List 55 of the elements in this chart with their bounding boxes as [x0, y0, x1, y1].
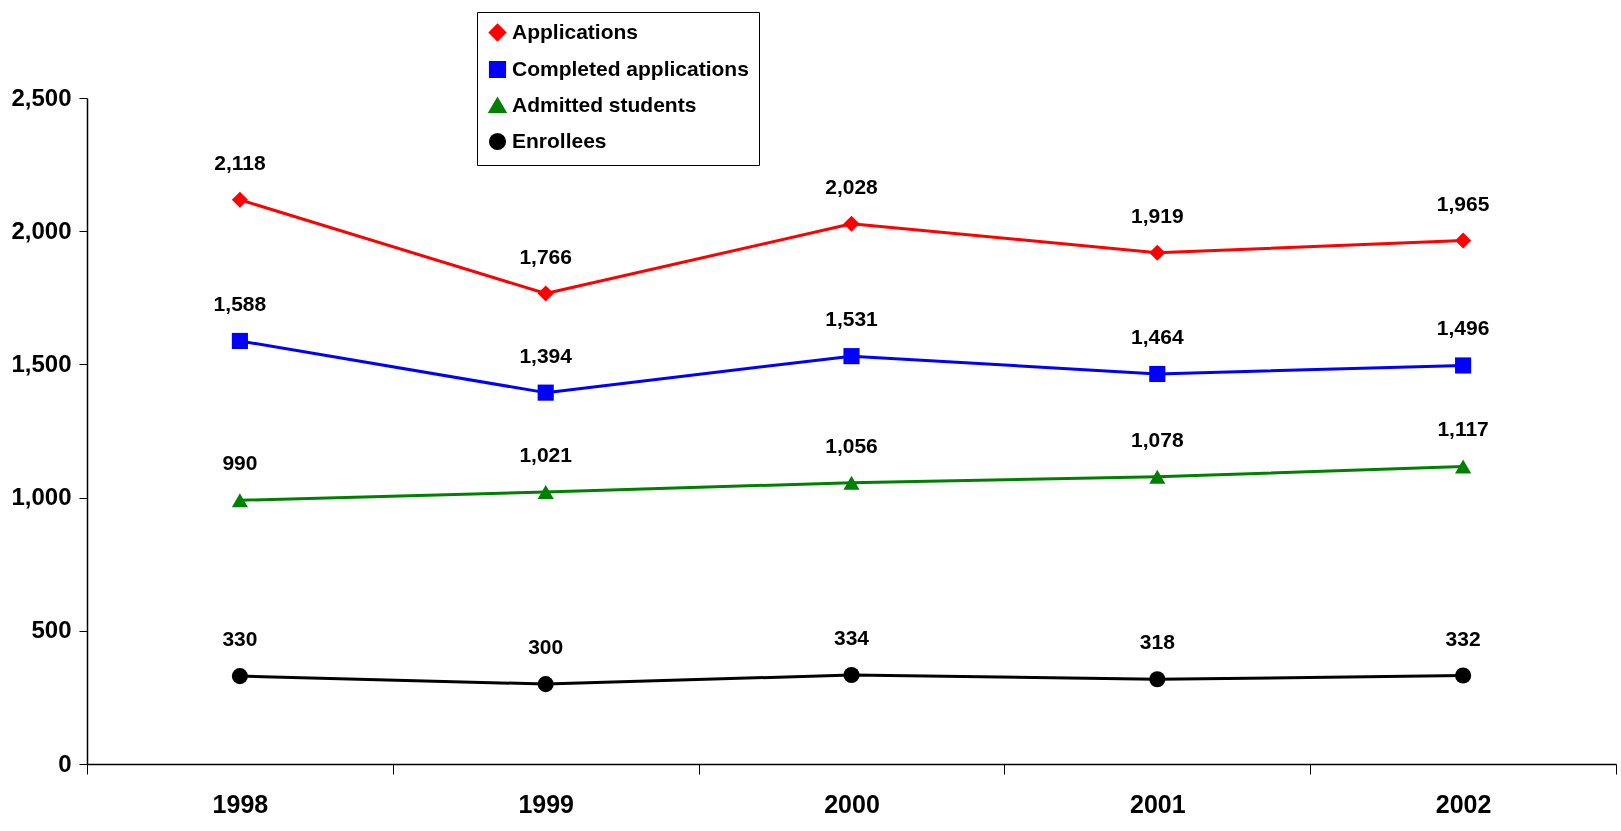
y-tick-label: 0	[58, 749, 72, 777]
point	[843, 475, 860, 490]
data-label: 1,919	[1131, 203, 1184, 227]
point	[231, 191, 248, 208]
data-label: 318	[1139, 630, 1176, 654]
point	[1149, 365, 1166, 383]
data-label: 332	[1445, 626, 1481, 650]
point	[537, 384, 554, 401]
point	[231, 668, 248, 685]
x-tick-label: 2002	[1435, 789, 1492, 818]
y-tick-label: 2,000	[11, 216, 72, 244]
data-label: 1,588	[213, 291, 267, 315]
point	[231, 332, 248, 350]
point	[843, 666, 860, 684]
legend-label: Completed applications	[512, 56, 749, 80]
data-label: 2,028	[825, 174, 879, 198]
data-label: 1,394	[519, 343, 573, 367]
point	[1455, 232, 1472, 249]
data-label: 2,118	[214, 150, 266, 174]
y-tick-label: 500	[31, 616, 72, 644]
data-label: 1,117	[1437, 417, 1489, 441]
point	[231, 493, 248, 508]
data-label: 330	[222, 627, 258, 651]
data-label: 1,965	[1436, 191, 1490, 215]
point	[537, 485, 554, 499]
point	[1149, 671, 1166, 688]
point	[1455, 667, 1472, 684]
point	[537, 676, 554, 693]
data-label: 1,766	[519, 244, 572, 268]
data-label: 990	[222, 451, 258, 475]
point	[843, 215, 860, 232]
data-label: 1,531	[825, 307, 879, 331]
data-label: 1,496	[1436, 316, 1490, 340]
x-tick-label: 2000	[824, 789, 880, 818]
data-label: 300	[528, 635, 564, 659]
point	[537, 285, 554, 302]
point	[1149, 469, 1166, 484]
data-label: 1,056	[825, 433, 878, 457]
x-tick-label: 1998	[212, 789, 269, 818]
data-label: 1,464	[1131, 324, 1184, 348]
point	[1455, 459, 1472, 474]
data-label: 334	[833, 626, 870, 650]
point	[843, 348, 860, 365]
legend-label: Enrollees	[512, 128, 607, 152]
point	[1149, 244, 1166, 261]
data-label: 1,078	[1131, 427, 1184, 451]
point	[1455, 357, 1472, 374]
y-tick-label: 1,500	[11, 349, 72, 377]
data-label: 1,021	[519, 443, 573, 467]
y-tick-label: 2,500	[11, 83, 72, 111]
y-tick-label: 1,000	[11, 483, 72, 511]
x-tick-label: 2001	[1129, 789, 1186, 818]
legend-label: Admitted students	[512, 92, 697, 116]
x-tick-label: 1999	[518, 789, 575, 818]
legend-label: Applications	[512, 19, 639, 43]
